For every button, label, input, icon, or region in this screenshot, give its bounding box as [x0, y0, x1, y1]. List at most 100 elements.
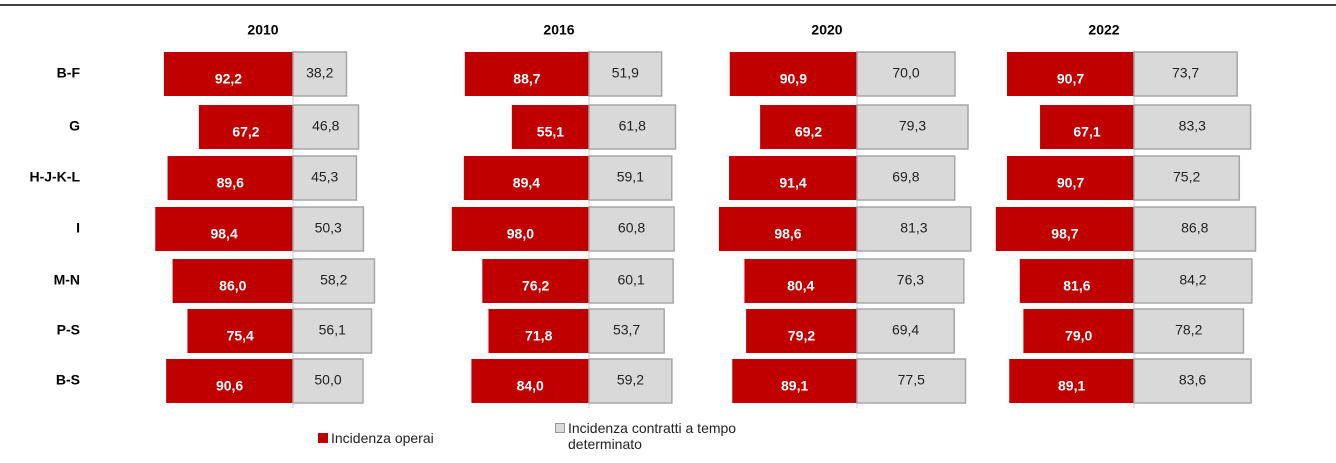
- value-label: 59,2: [617, 372, 644, 388]
- value-label: 75,4: [227, 328, 254, 344]
- category-label: H-J-K-L: [29, 169, 80, 185]
- bar: [718, 207, 857, 251]
- value-label: 86,0: [219, 278, 246, 294]
- bar: [292, 258, 376, 304]
- value-label: 56,1: [319, 322, 346, 338]
- value-label: 75,2: [1173, 169, 1200, 185]
- value-label: 84,2: [1179, 272, 1206, 288]
- legend-label: Incidenza contratti a tempo determinato: [568, 420, 737, 452]
- value-label: 67,2: [232, 124, 259, 140]
- value-label: 81,6: [1063, 278, 1090, 294]
- value-label: 76,2: [522, 278, 549, 294]
- value-label: 88,7: [513, 71, 540, 87]
- bar: [1133, 206, 1257, 252]
- bar: [292, 358, 364, 404]
- bar: [856, 206, 972, 252]
- bar: [511, 105, 589, 149]
- value-label: 79,0: [1065, 328, 1092, 344]
- bar: [995, 207, 1134, 251]
- value-label: 92,2: [215, 71, 242, 87]
- bar: [292, 51, 348, 97]
- value-label: 80,4: [787, 278, 814, 294]
- bar: [1133, 308, 1245, 354]
- bar: [167, 156, 293, 200]
- value-label: 51,9: [612, 65, 639, 81]
- value-label: 79,3: [899, 118, 926, 134]
- bar: [451, 207, 589, 251]
- value-label: 90,6: [216, 378, 243, 394]
- value-label: 84,0: [517, 378, 544, 394]
- bar: [588, 258, 674, 304]
- bar: [729, 156, 857, 200]
- value-label: 53,7: [613, 322, 640, 338]
- bar: [155, 207, 293, 251]
- bar: [588, 308, 665, 354]
- bar: [292, 308, 373, 354]
- value-label: 71,8: [525, 328, 552, 344]
- bar: [463, 156, 589, 200]
- bar: [292, 155, 358, 201]
- value-label: 58,2: [320, 272, 347, 288]
- bar: [166, 359, 293, 403]
- value-label: 98,7: [1051, 226, 1078, 242]
- value-label: 70,0: [892, 65, 919, 81]
- value-label: 98,4: [210, 226, 237, 242]
- bar: [760, 105, 857, 149]
- value-label: 38,2: [306, 65, 333, 81]
- value-label: 69,2: [795, 124, 822, 140]
- bar: [1133, 155, 1241, 201]
- bar: [588, 51, 663, 97]
- value-label: 78,2: [1175, 322, 1202, 338]
- bar: [1007, 52, 1134, 96]
- bar: [1040, 105, 1134, 149]
- value-label: 90,7: [1057, 71, 1084, 87]
- value-label: 50,3: [315, 220, 342, 236]
- bar: [856, 155, 956, 201]
- value-label: 79,2: [788, 328, 815, 344]
- value-label: 90,7: [1057, 175, 1084, 191]
- bar: [187, 309, 293, 353]
- category-label: P-S: [57, 322, 80, 338]
- bar: [856, 308, 955, 354]
- bar: [172, 259, 293, 303]
- value-label: 98,0: [507, 226, 534, 242]
- value-label: 67,1: [1073, 124, 1100, 140]
- bar: [1133, 104, 1252, 150]
- bar: [588, 358, 673, 404]
- bar: [198, 105, 293, 149]
- category-label: I: [76, 220, 80, 236]
- panel-title: 2016: [543, 22, 574, 38]
- bar: [1133, 258, 1253, 304]
- value-label: 89,1: [781, 378, 808, 394]
- bar: [856, 104, 969, 150]
- bar: [292, 206, 365, 252]
- value-label: 83,6: [1179, 372, 1206, 388]
- bar: [163, 52, 293, 96]
- category-label: G: [69, 118, 80, 134]
- bar: [482, 259, 589, 303]
- category-label: B-F: [57, 65, 81, 81]
- bar: [588, 155, 673, 201]
- bar: [1009, 359, 1134, 403]
- bar: [1133, 51, 1238, 97]
- bar: [464, 52, 589, 96]
- value-label: 89,6: [217, 175, 244, 191]
- bar: [856, 258, 965, 304]
- bar: [1007, 156, 1134, 200]
- value-label: 90,9: [780, 71, 807, 87]
- value-label: 55,1: [537, 124, 564, 140]
- value-label: 91,4: [779, 175, 806, 191]
- bar: [856, 358, 967, 404]
- category-label: B-S: [56, 372, 80, 388]
- value-label: 59,1: [617, 169, 644, 185]
- value-label: 60,8: [618, 220, 645, 236]
- bar: [744, 259, 857, 303]
- value-label: 76,3: [897, 272, 924, 288]
- value-label: 46,8: [312, 118, 339, 134]
- value-label: 50,0: [314, 372, 341, 388]
- category-label: M-N: [54, 272, 80, 288]
- legend-swatch: [318, 433, 328, 443]
- panel-title: 2020: [811, 22, 842, 38]
